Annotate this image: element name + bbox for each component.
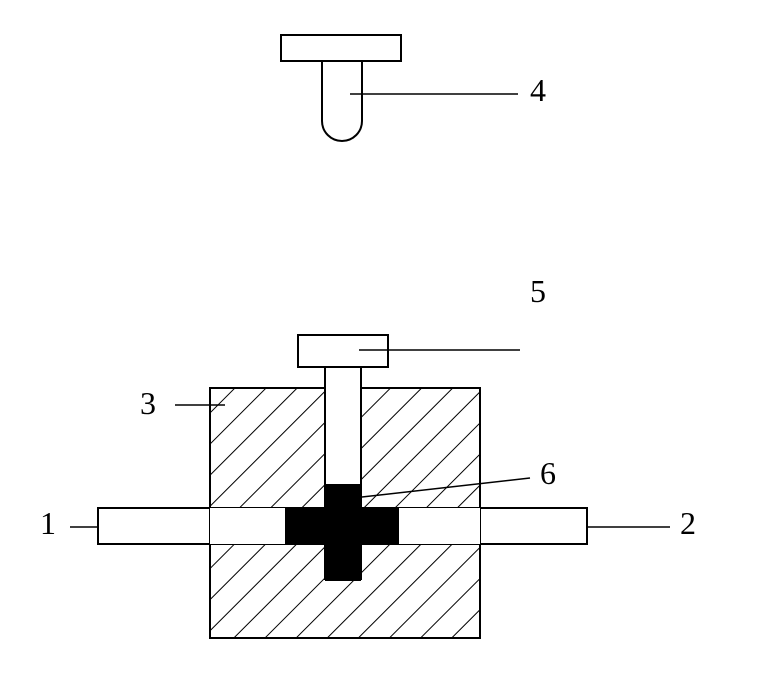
plunger-shaft [325,367,361,485]
left-channel-interior [210,508,285,544]
punch-shaft [322,61,362,141]
label-4: 4 [530,72,546,109]
diagram-svg [0,0,757,699]
right-channel-interior [399,508,480,544]
left-tube [98,508,210,544]
plunger-cap [298,335,388,367]
technical-diagram: 1 2 3 4 5 6 [0,0,757,699]
label-6: 6 [540,455,556,492]
label-5: 5 [530,273,546,310]
label-1: 1 [40,505,56,542]
label-3: 3 [140,385,156,422]
right-tube [480,508,587,544]
label-2: 2 [680,505,696,542]
punch-cap [281,35,401,61]
punch-assembly [281,35,401,141]
